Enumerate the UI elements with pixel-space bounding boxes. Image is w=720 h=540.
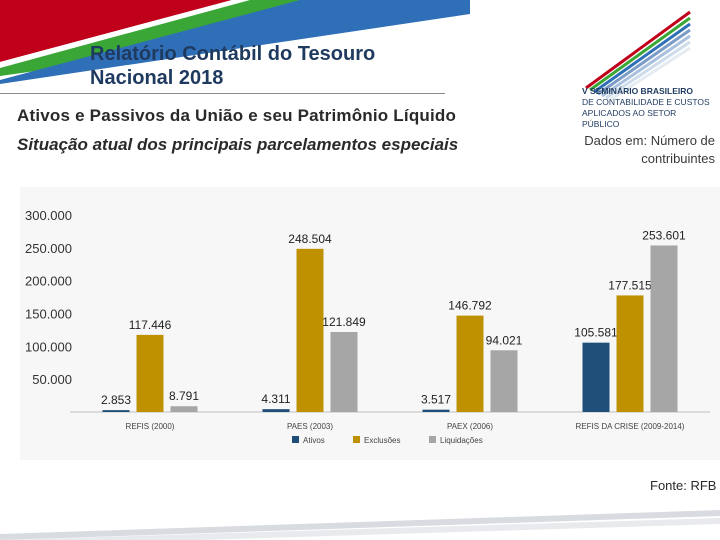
page-title-bold: Relatório Contábil [90, 43, 263, 65]
y-tick-label: 250.000 [25, 241, 72, 256]
data-label: 146.792 [448, 299, 492, 313]
bar-exclusões [456, 315, 484, 412]
category-label: REFIS DA CRISE (2009-2014) [576, 422, 685, 431]
data-label: 2.853 [101, 393, 131, 407]
bar-liquidações [330, 331, 358, 412]
bar-liquidações [490, 350, 518, 412]
legend-swatch-ativos [292, 436, 299, 443]
seminar-logo [585, 10, 691, 102]
data-unit-note: Dados em: Número de contribuintes [584, 133, 715, 166]
legend-label: Ativos [303, 436, 325, 445]
bar-exclusões [296, 248, 324, 412]
title-divider [0, 93, 445, 94]
subtitle-installments: Situação atual dos principais parcelamen… [17, 135, 459, 154]
y-tick-label: 300.000 [25, 208, 72, 223]
logo-line-1: V SEMINÁRIO BRASILEIRO [582, 86, 693, 96]
data-label: 8.791 [169, 389, 199, 403]
bar-liquidações [650, 245, 678, 412]
page-title-line2: Nacional 2018 [90, 67, 224, 89]
bottom-decoration [0, 510, 720, 540]
category-label: REFIS (2000) [126, 422, 175, 431]
legend-label: Liquidações [440, 436, 483, 445]
logo-line-3: APLICADOS AO SETOR PÚBLICO [582, 108, 677, 129]
legend-label: Exclusões [364, 436, 400, 445]
page-title: Relatório Contábil do Tesouro Nacional 2… [90, 42, 375, 90]
category-label: PAES (2003) [287, 422, 333, 431]
legend-swatch-liquidações [429, 436, 436, 443]
installments-bar-chart: 50.000 100.000 150.000 200.000 250.000 300.00… [20, 187, 720, 460]
page-title-rest: do Tesouro [262, 43, 376, 65]
bar-exclusões [136, 334, 164, 412]
bar-ativos [582, 342, 610, 412]
y-tick-label: 200.000 [25, 274, 72, 289]
y-tick-label: 100.000 [25, 339, 72, 354]
data-label: 105.581 [574, 326, 618, 340]
data-label: 4.311 [261, 392, 290, 406]
bar-ativos [102, 410, 130, 412]
y-tick-label: 150.000 [25, 307, 72, 322]
logo-wordmark: V SEMINÁRIO BRASILEIRO DE CONTABILIDADE … [582, 86, 714, 130]
data-label: 121.849 [322, 315, 366, 329]
data-label: 177.515 [608, 278, 652, 292]
data-label: 248.504 [288, 232, 332, 246]
data-label: 94.021 [486, 333, 523, 347]
data-label: 3.517 [421, 393, 451, 407]
data-label: 253.601 [642, 228, 686, 242]
bar-exclusões [616, 295, 644, 412]
source-note: Fonte: RFB [650, 478, 717, 493]
subtitle-assets: Ativos e Passivos da União e seu Patrimô… [17, 106, 457, 125]
chart-background [20, 187, 720, 460]
bar-ativos [422, 409, 450, 412]
data-label: 117.446 [129, 318, 172, 332]
bar-liquidações [170, 406, 198, 412]
bar-ativos [262, 409, 290, 412]
top-left-decoration [0, 0, 470, 84]
legend-swatch-exclusões [353, 436, 360, 443]
logo-line-2: DE CONTABILIDADE E CUSTOS [582, 97, 710, 107]
category-label: PAEX (2006) [447, 422, 493, 431]
y-tick-label: 50.000 [32, 372, 72, 387]
